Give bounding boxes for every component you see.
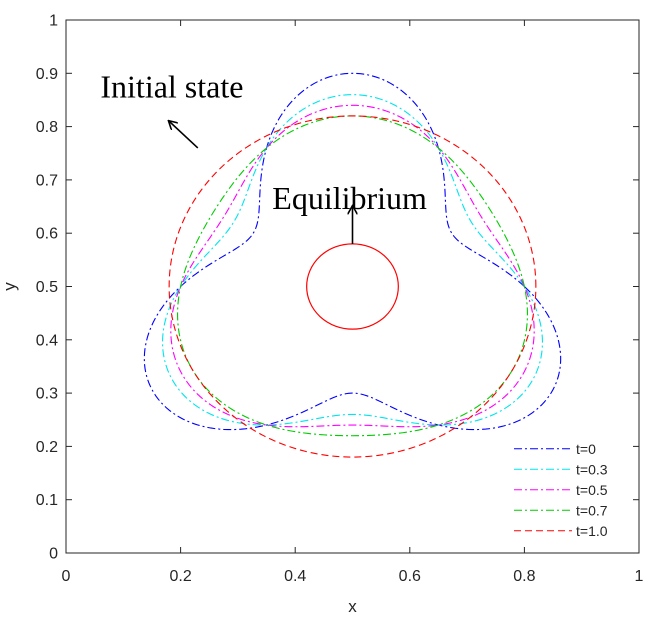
y-tick-label: 0 (49, 546, 58, 563)
x-axis-label: x (348, 597, 357, 616)
y-tick-label: 1 (49, 13, 58, 30)
y-tick-label: 0.7 (36, 172, 58, 189)
y-tick-label: 0.5 (36, 279, 58, 296)
series-curve-t-0-7 (177, 115, 528, 437)
plot-area (65, 19, 640, 554)
y-tick-label: 0.3 (36, 386, 58, 403)
y-tick-label: 0.8 (36, 119, 58, 136)
legend-label: t=0.3 (576, 461, 608, 477)
series-curve-t-1-0 (168, 115, 537, 458)
x-tick-label: 1 (635, 568, 644, 585)
ticks: 0 0.2 0.4 0.6 0.8 1 0 0.1 0.2 0.3 0.4 0.5 0.6 0.7 0.8 0… (36, 13, 644, 586)
x-tick-label: 0.2 (169, 568, 191, 585)
legend: t=0 t=0.3 t=0.5 t=0.7 t=1.0 (514, 441, 608, 539)
y-tick-label: 0.4 (36, 332, 58, 349)
legend-label: t=1.0 (576, 523, 608, 539)
annotation-text: Initial state (100, 68, 243, 104)
series-layer (143, 72, 562, 458)
legend-label: t=0 (576, 441, 596, 457)
y-tick-label: 0.1 (36, 492, 58, 509)
y-axis-label: y (0, 282, 19, 291)
y-tick-label: 0.2 (36, 439, 58, 456)
legend-label: t=0.7 (576, 502, 608, 518)
x-tick-label: 0.8 (513, 568, 535, 585)
x-tick-label: 0.6 (399, 568, 421, 585)
y-tick-label: 0.6 (36, 226, 58, 243)
x-tick-label: 0.4 (284, 568, 306, 585)
y-tick-label: 0.9 (36, 66, 58, 83)
annotation-layer: Initial state Equilibrium (100, 68, 427, 244)
annotation-arrow (169, 121, 199, 149)
x-tick-label: 0 (62, 568, 71, 585)
annotation-text: Equilibrium (272, 180, 427, 216)
legend-label: t=0.5 (576, 482, 608, 498)
